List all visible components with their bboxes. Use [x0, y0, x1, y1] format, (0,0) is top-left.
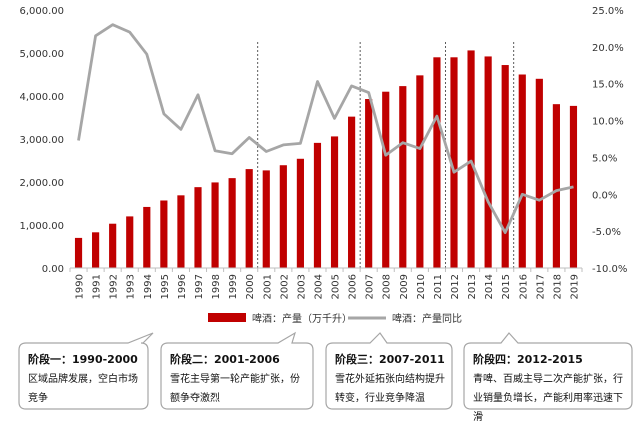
bar	[246, 169, 253, 268]
bar	[126, 216, 133, 268]
legend: 啤酒：产量（万千升） 啤酒：产量同比	[208, 312, 462, 325]
stage-4-title: 阶段四：2012-2015	[473, 351, 583, 367]
stage-2-title: 阶段二：2001-2006	[170, 351, 280, 367]
x-tick-label: 2001	[262, 274, 273, 299]
bar	[92, 232, 99, 268]
x-tick-label: 1992	[109, 274, 120, 299]
x-tick-label: 2007	[365, 274, 376, 299]
left-y-tick-label: 0.00	[42, 264, 64, 275]
right-y-axis: -10.0% -5.0% 0.0% 5.0% 10.0% 15.0% 20.0% 25.0%	[592, 6, 627, 275]
x-tick-label: 2004	[314, 274, 325, 299]
bar	[314, 143, 321, 268]
bar	[109, 224, 116, 268]
x-tick-label: 2003	[296, 274, 307, 299]
bar	[280, 165, 287, 268]
x-tick-label: 2002	[279, 274, 290, 299]
bar	[331, 136, 338, 268]
x-tick-label: 2014	[484, 274, 495, 299]
x-tick-label: 2010	[416, 274, 427, 299]
stage-3-title: 阶段三：2007-2011	[335, 351, 445, 367]
right-y-tick-label: 15.0%	[592, 80, 624, 91]
x-tick-label: 1994	[143, 274, 154, 299]
bar	[416, 75, 423, 268]
x-tick-label: 2006	[348, 274, 359, 299]
left-y-tick-label: 2,000.00	[19, 178, 64, 189]
legend-line-label: 啤酒：产量同比	[392, 312, 462, 325]
left-y-tick-label: 1,000.00	[19, 221, 64, 232]
output-bars	[75, 50, 577, 268]
x-tick-label: 2013	[467, 274, 478, 299]
x-tick-label: 2000	[245, 274, 256, 299]
bar	[365, 99, 372, 268]
bar	[502, 65, 509, 268]
yoy-line-series	[78, 25, 573, 233]
bar	[143, 207, 150, 268]
right-y-tick-label: 25.0%	[592, 6, 624, 17]
x-tick-label: 2018	[552, 274, 563, 299]
stage-2-desc: 雪花主导第一轮产能扩张，份额争夺激烈	[170, 370, 308, 408]
bar	[194, 187, 201, 268]
bar	[75, 238, 82, 268]
bar	[177, 195, 184, 268]
bar	[485, 56, 492, 268]
x-tick-label: 1996	[177, 274, 188, 299]
bar	[297, 159, 304, 268]
bar	[211, 182, 218, 268]
left-y-axis: 0.00 1,000.00 2,000.00 3,000.00 4,000.00 5,00…	[19, 6, 64, 275]
right-y-tick-label: -10.0%	[592, 264, 627, 275]
bar	[536, 79, 543, 268]
x-tick-label: 2011	[433, 274, 444, 299]
left-y-tick-label: 4,000.00	[19, 92, 64, 103]
x-tick-label: 2005	[331, 274, 342, 299]
bar	[348, 117, 355, 268]
x-tick-label: 1997	[194, 274, 205, 299]
right-y-tick-label: 5.0%	[592, 153, 617, 164]
x-tick-label: 2017	[535, 274, 546, 299]
left-y-tick-label: 3,000.00	[19, 135, 64, 146]
x-tick-label: 1991	[92, 274, 103, 299]
bar	[399, 86, 406, 268]
x-tick-label: 1999	[228, 274, 239, 299]
bar	[519, 75, 526, 269]
right-y-tick-label: 10.0%	[592, 117, 624, 128]
x-tick-label: 1993	[126, 274, 137, 299]
bar	[382, 92, 389, 268]
x-tick-label: 1995	[160, 274, 171, 299]
stage-4-desc: 青啤、百威主导二次产能扩张，行业销量负增长，产能利用率迅速下滑	[473, 370, 629, 427]
x-tick-label: 2012	[450, 274, 461, 299]
legend-bar-swatch	[208, 313, 246, 322]
x-tick-label: 2008	[382, 274, 393, 299]
stage-3-desc: 雪花外延拓张向结构提升转变，行业竞争降温	[335, 370, 447, 408]
bar	[229, 178, 236, 268]
bar	[553, 104, 560, 268]
stage-1-callout: 阶段一：1990-2000 区域品牌发展，空白市场竞争	[18, 342, 149, 410]
x-axis: 1990 1991 1992 1993 1994 1995 1996 1997 1998 1999…	[70, 268, 582, 299]
stage-2-callout: 阶段二：2001-2006 雪花主导第一轮产能扩张，份额争夺激烈	[160, 342, 314, 410]
bar	[467, 50, 474, 268]
x-tick-label: 1990	[75, 274, 86, 299]
x-tick-label: 2019	[570, 274, 581, 299]
bar	[433, 57, 440, 268]
right-y-tick-label: 0.0%	[592, 190, 617, 201]
stage-1-desc: 区域品牌发展，空白市场竞争	[28, 370, 144, 408]
left-y-tick-label: 6,000.00	[19, 6, 64, 17]
x-tick-label: 2015	[501, 274, 512, 299]
stage-3-callout: 阶段三：2007-2011 雪花外延拓张向结构提升转变，行业竞争降温	[325, 342, 453, 410]
x-tick-label: 1998	[211, 274, 222, 299]
left-y-tick-label: 5,000.00	[19, 49, 64, 60]
x-tick-label: 2016	[518, 274, 529, 299]
right-y-tick-label: -5.0%	[592, 227, 621, 238]
legend-bar-label: 啤酒：产量（万千升）	[252, 312, 352, 325]
bar	[160, 200, 167, 268]
yoy-line	[79, 25, 574, 233]
x-tick-label: 2009	[399, 274, 410, 299]
stage-1-title: 阶段一：1990-2000	[28, 351, 138, 367]
right-y-tick-label: 20.0%	[592, 43, 624, 54]
stage-4-callout: 阶段四：2012-2015 青啤、百威主导二次产能扩张，行业销量负增长，产能利用…	[463, 342, 633, 410]
bar	[263, 170, 270, 268]
